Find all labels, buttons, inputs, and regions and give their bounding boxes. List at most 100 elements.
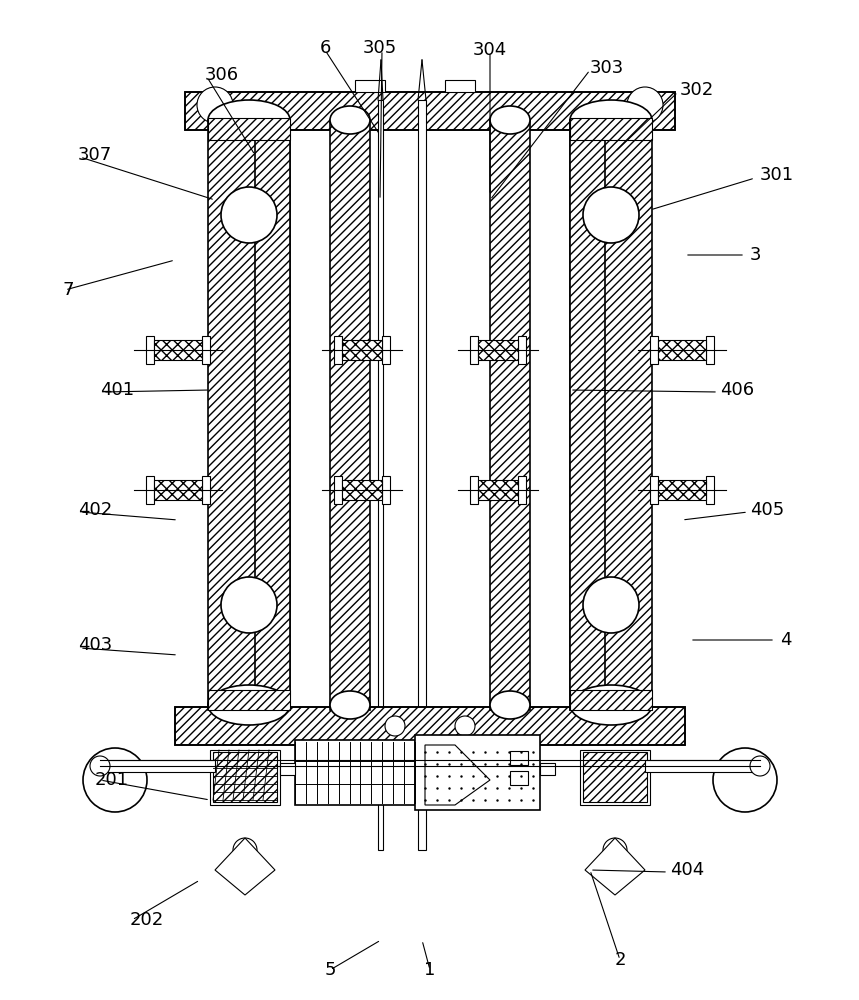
Bar [208, 690, 290, 710]
Bar [334, 476, 342, 504]
Text: 202: 202 [130, 911, 164, 929]
Text: 304: 304 [472, 41, 507, 59]
Text: 7: 7 [62, 281, 74, 299]
Ellipse shape [490, 106, 530, 134]
Bar [175, 707, 685, 745]
Text: 5: 5 [324, 961, 336, 979]
Bar [478, 480, 518, 500]
Circle shape [83, 748, 147, 812]
Bar [342, 480, 382, 500]
Text: 305: 305 [362, 39, 397, 57]
Bar [645, 760, 760, 772]
Circle shape [627, 87, 663, 123]
Circle shape [455, 716, 475, 736]
Bar [146, 476, 154, 504]
Bar [185, 92, 675, 130]
Bar [570, 690, 652, 710]
Bar [334, 336, 342, 364]
Bar [210, 750, 280, 805]
Bar [382, 476, 390, 504]
Circle shape [583, 577, 639, 633]
Bar [650, 336, 658, 364]
Text: 1: 1 [424, 961, 436, 979]
Text: 6: 6 [320, 39, 331, 57]
Circle shape [385, 716, 405, 736]
Bar [295, 740, 415, 805]
Text: 3: 3 [750, 246, 761, 264]
Bar [415, 735, 540, 810]
Bar [154, 480, 202, 500]
Text: 4: 4 [780, 631, 791, 649]
Bar [570, 120, 652, 710]
Bar [208, 120, 290, 710]
Bar [580, 750, 650, 805]
Bar [510, 751, 528, 765]
Text: 302: 302 [680, 81, 714, 99]
Circle shape [233, 838, 257, 862]
Bar [255, 120, 290, 710]
Text: 301: 301 [760, 166, 794, 184]
Ellipse shape [570, 685, 652, 725]
Circle shape [221, 187, 277, 243]
Bar [330, 120, 370, 710]
Text: 306: 306 [205, 66, 239, 84]
Bar [706, 476, 714, 504]
Bar [100, 760, 215, 772]
Ellipse shape [208, 685, 290, 725]
Ellipse shape [570, 100, 652, 140]
Bar [478, 340, 518, 360]
Bar [355, 80, 385, 92]
Bar [202, 336, 210, 364]
Text: 307: 307 [78, 146, 113, 164]
Text: 403: 403 [78, 636, 113, 654]
Bar [342, 340, 382, 360]
Text: 2: 2 [614, 951, 625, 969]
Bar [445, 80, 475, 92]
Bar [658, 480, 706, 500]
Text: 303: 303 [590, 59, 624, 77]
Bar [382, 336, 390, 364]
Bar [418, 100, 426, 850]
Bar [658, 340, 706, 360]
Text: 404: 404 [670, 861, 704, 879]
Circle shape [750, 756, 770, 776]
Bar [570, 118, 652, 140]
Text: 405: 405 [750, 501, 784, 519]
Bar [570, 120, 605, 710]
Bar [175, 707, 685, 745]
Bar [490, 120, 530, 710]
Ellipse shape [330, 106, 370, 134]
Ellipse shape [330, 691, 370, 719]
Polygon shape [585, 838, 645, 895]
Circle shape [197, 87, 233, 123]
Text: 201: 201 [95, 771, 129, 789]
Bar [146, 336, 154, 364]
Bar [470, 476, 478, 504]
Bar [510, 771, 528, 785]
Ellipse shape [490, 691, 530, 719]
Bar [280, 763, 295, 775]
Circle shape [713, 748, 777, 812]
Bar [154, 340, 202, 360]
Circle shape [583, 187, 639, 243]
Text: 402: 402 [78, 501, 113, 519]
Bar [213, 752, 277, 802]
Polygon shape [425, 745, 490, 805]
Bar [518, 476, 526, 504]
Bar [518, 336, 526, 364]
Bar [583, 752, 647, 802]
Circle shape [221, 577, 277, 633]
Text: 406: 406 [720, 381, 754, 399]
Bar [208, 118, 290, 140]
Bar [202, 476, 210, 504]
Bar [706, 336, 714, 364]
Circle shape [603, 838, 627, 862]
Bar [185, 92, 675, 130]
Ellipse shape [208, 100, 290, 140]
Bar [540, 763, 555, 775]
Text: 401: 401 [100, 381, 134, 399]
Bar [378, 100, 383, 850]
Polygon shape [215, 838, 275, 895]
Bar [470, 336, 478, 364]
Circle shape [90, 756, 110, 776]
